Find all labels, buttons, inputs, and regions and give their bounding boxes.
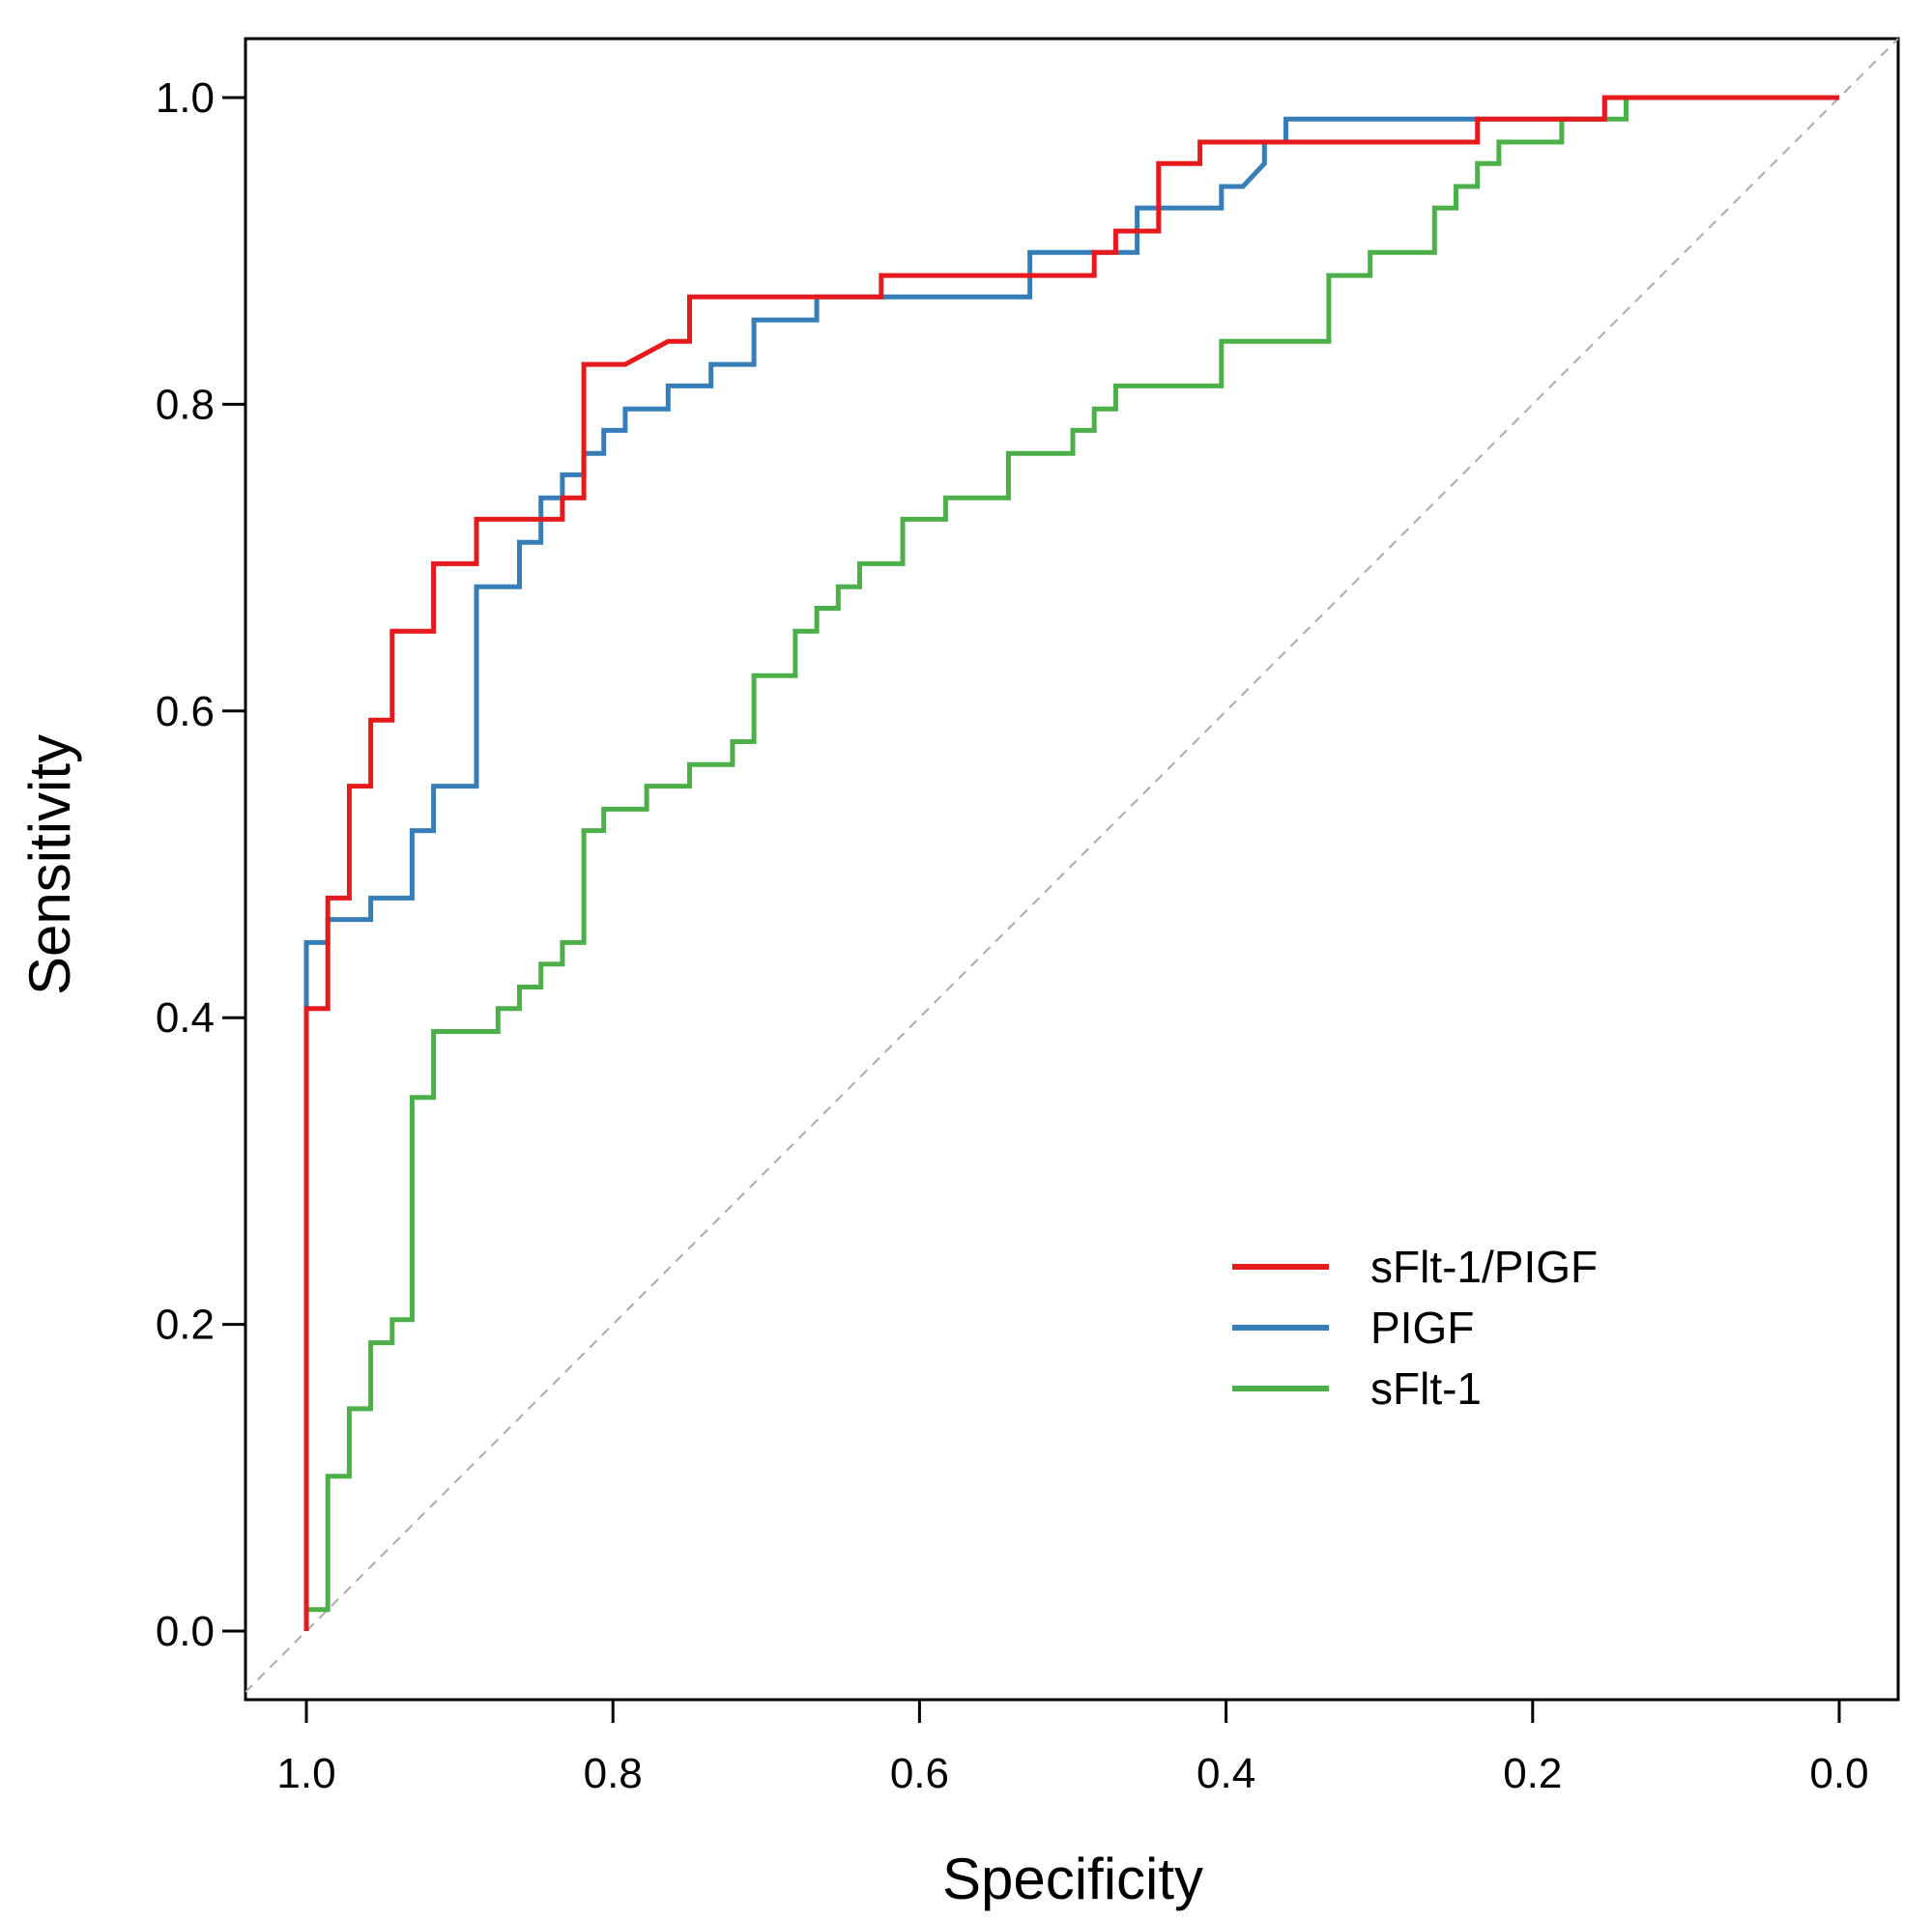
y-tick-label: 1.0 (156, 74, 215, 122)
legend-label-sflt1: sFlt-1 (1370, 1363, 1482, 1414)
x-tick-label: 0.8 (584, 1750, 643, 1797)
y-tick-label: 0.4 (156, 994, 215, 1042)
y-axis-title: Sensitivity (17, 734, 82, 995)
roc-curve-sflt-1 (303, 95, 1839, 1631)
x-tick-label: 1.0 (276, 1750, 335, 1797)
x-tick-label: 0.6 (890, 1750, 949, 1797)
y-tick-label: 0.8 (156, 381, 215, 428)
x-tick-label: 0.2 (1503, 1750, 1562, 1797)
y-tick-label: 0.6 (156, 688, 215, 735)
reference-diagonal-line (245, 38, 1899, 1693)
legend: sFlt-1/PIGF PIGF sFlt-1 (1232, 1242, 1598, 1414)
y-tick-label: 0.2 (156, 1302, 215, 1349)
roc-curve-pigf (303, 95, 1839, 1631)
x-tick-label: 0.4 (1197, 1750, 1255, 1797)
legend-label-sflt1-pigf: sFlt-1/PIGF (1370, 1242, 1598, 1292)
reference-diagonal-layer (245, 38, 1899, 1693)
x-tick-label: 0.0 (1809, 1750, 1868, 1797)
x-axis: 1.0 0.8 0.6 0.4 0.2 0.0 (276, 1698, 1869, 1797)
x-axis-title: Specificity (942, 1847, 1203, 1911)
series-layer (303, 95, 1839, 1631)
roc-curve-sflt-1-pigf (303, 95, 1839, 1631)
y-axis: 0.0 0.2 0.4 0.6 0.8 1.0 (156, 74, 247, 1655)
legend-label-pigf: PIGF (1370, 1303, 1474, 1353)
y-tick-label: 0.0 (156, 1608, 215, 1655)
